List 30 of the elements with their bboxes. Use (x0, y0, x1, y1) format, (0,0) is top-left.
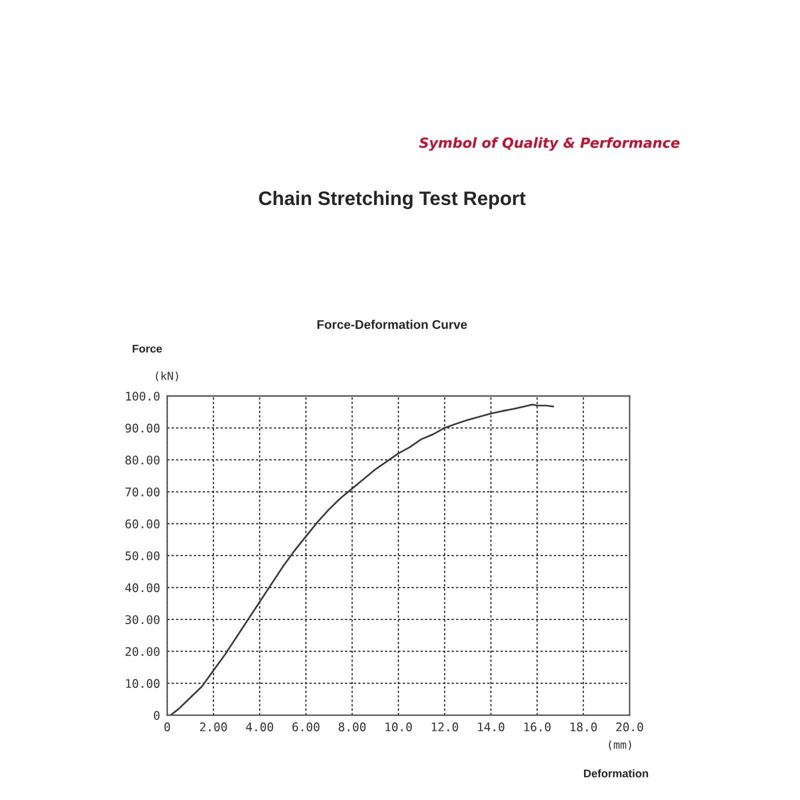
text: (mm) (608, 740, 632, 750)
y-tick-label: 40.00 (125, 583, 160, 592)
x-tick-label: 12.0 (432, 722, 458, 732)
y-tick-label: 70.00 (126, 488, 160, 496)
y-tick-label: 30.00 (126, 615, 160, 624)
x-tick-label: 16.0 (524, 722, 551, 732)
x-tick-label: 10.0 (386, 722, 412, 732)
y-tick-label: 10.00 (126, 679, 160, 688)
chart-title: Chain Stretching Test Report (259, 190, 526, 210)
y-tick-label: 80.00 (125, 456, 160, 465)
x-tick-label: 8.00 (338, 722, 366, 732)
x-tick-label: 14.0 (478, 722, 504, 732)
y-tick-label: 50.00 (126, 551, 160, 560)
text: Symbol of Quality & Performance (419, 137, 680, 151)
x-tick-label: 20.0 (616, 722, 644, 732)
text: (kN) (156, 371, 178, 382)
x-axis-title: Deformation (584, 769, 648, 778)
x-tick-label: 4.00 (246, 722, 274, 732)
x-tick-label: 18.0 (570, 722, 597, 732)
x-tick-label: 6.00 (292, 722, 320, 732)
line-series (170, 404, 554, 716)
x-tick-label: 0 (164, 722, 170, 732)
y-tick-label: 90.00 (125, 424, 160, 433)
y-tick-label: 20.00 (126, 647, 160, 656)
y-tick-label: 100.0 (126, 392, 160, 401)
y-axis-title: Force (132, 344, 162, 353)
chart-subtitle: Force-Deformation Curve (317, 320, 467, 329)
x-tick-label: 2.00 (200, 722, 227, 732)
y-tick-label: 0 (154, 710, 160, 720)
y-tick-label: 60.00 (125, 519, 160, 528)
